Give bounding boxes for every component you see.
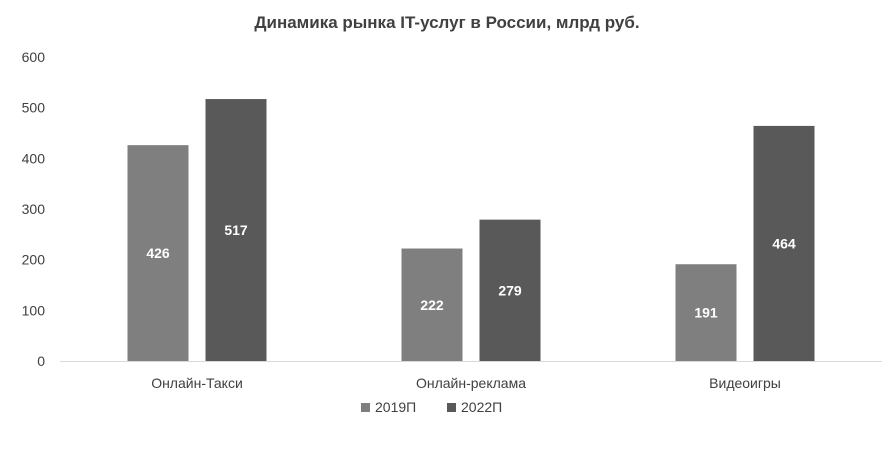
bar (205, 99, 267, 361)
bar (479, 219, 541, 361)
y-tick-label: 400 (22, 150, 46, 166)
bar (753, 125, 815, 361)
legend-swatch (447, 403, 456, 412)
y-tick-label: 100 (22, 302, 46, 318)
x-tick-label: Онлайн-Такси (151, 375, 243, 391)
y-tick-label: 500 (22, 100, 46, 116)
x-tick-label: Онлайн-реклама (416, 375, 526, 391)
y-tick-label: 0 (37, 353, 45, 369)
x-tick-label: Видеоигры (709, 375, 781, 391)
y-tick-label: 600 (22, 49, 46, 65)
data-label: 191 (694, 305, 718, 321)
bar (401, 248, 463, 361)
data-label: 426 (146, 245, 170, 261)
x-axis: Онлайн-Такси Онлайн-реклама Видеоигры (60, 361, 882, 391)
data-label: 222 (420, 297, 444, 313)
legend-label: 2022П (461, 399, 502, 415)
y-axis: 0 100 200 300 400 500 600 (22, 49, 46, 369)
bars-group: 426 517 222 279 191 464 (127, 99, 815, 361)
legend-swatch (361, 403, 370, 412)
y-tick-label: 200 (22, 252, 46, 268)
data-label: 517 (224, 222, 248, 238)
chart-title: Динамика рынка IT-услуг в России, млрд р… (254, 13, 639, 32)
legend: 2019П 2022П (361, 399, 502, 415)
data-label: 464 (772, 235, 796, 251)
bar (675, 264, 737, 361)
y-tick-label: 300 (22, 201, 46, 217)
legend-label: 2019П (375, 399, 416, 415)
bar (127, 145, 189, 361)
data-label: 279 (498, 282, 522, 298)
